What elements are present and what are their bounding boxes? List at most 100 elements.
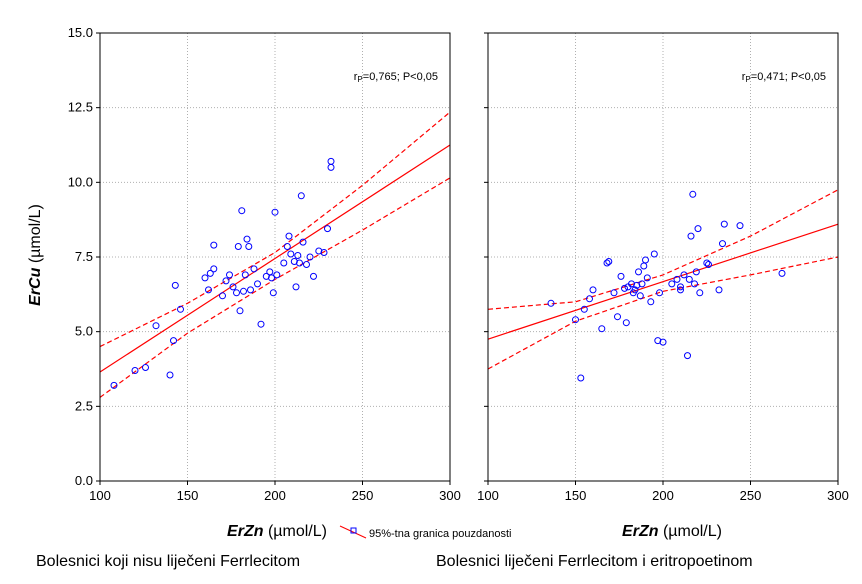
regression-line xyxy=(99,144,451,373)
annotation-rest: =0,471; P<0,05 xyxy=(751,71,826,83)
y-tick-label: 12.5 xyxy=(68,100,93,115)
data-point xyxy=(240,287,247,295)
panel-title-right: Bolesnici liječeni Ferrlecitom i eritrop… xyxy=(436,553,753,570)
data-point xyxy=(680,271,688,279)
data-point xyxy=(603,259,611,267)
panel-left: 100 150 200 250 300 0.0 2.5 5.0 7.5 10.0 12.5 15.0 r… xyxy=(68,25,461,503)
data-point xyxy=(691,280,698,288)
x-axis-label-left: ErZn (µmol/L) xyxy=(227,523,327,540)
data-point xyxy=(131,367,139,374)
data-point xyxy=(233,289,240,297)
ci-upper-line xyxy=(487,189,839,310)
data-point xyxy=(696,289,704,297)
data-point xyxy=(589,286,597,294)
data-point xyxy=(170,337,177,345)
y-tick-label: 10.0 xyxy=(68,174,93,189)
x-tick-label: 300 xyxy=(439,488,461,503)
data-point xyxy=(292,283,300,291)
data-point xyxy=(659,338,667,346)
annotation-r: r xyxy=(354,71,358,83)
data-point xyxy=(219,292,226,300)
data-point xyxy=(285,232,293,240)
data-point xyxy=(638,280,646,288)
correlation-annotation: rP=0,471; P<0,05 xyxy=(742,71,826,84)
data-point xyxy=(257,320,265,328)
y-tick-label: 7.5 xyxy=(75,249,93,264)
data-point xyxy=(210,265,218,273)
x-tick-label: 300 xyxy=(827,488,849,503)
data-point xyxy=(677,283,684,291)
legend-marker-sample xyxy=(350,527,357,534)
ci-lower-line xyxy=(487,256,839,370)
data-point xyxy=(677,286,684,294)
data-point xyxy=(171,281,179,289)
data-point xyxy=(643,274,651,282)
data-point xyxy=(177,305,184,313)
data-point xyxy=(296,259,303,267)
data-point xyxy=(294,252,302,259)
ci-upper-line xyxy=(99,111,451,348)
panel-right: 100 150 200 250 300 rP=0,471; P<0,05 xyxy=(477,32,849,503)
data-point xyxy=(166,371,174,379)
data-point xyxy=(668,280,676,288)
data-point xyxy=(647,298,655,306)
data-point xyxy=(236,307,244,315)
data-point xyxy=(306,253,314,261)
data-point xyxy=(324,225,331,233)
data-point xyxy=(610,289,618,297)
data-point xyxy=(703,259,711,267)
data-point xyxy=(642,256,649,264)
data-point xyxy=(617,272,625,280)
data-point xyxy=(250,265,258,273)
data-point xyxy=(205,286,212,294)
legend-label: 95%-tna granica pouzdanosti xyxy=(369,528,511,540)
data-point xyxy=(247,286,254,294)
y-tick-label: 5.0 xyxy=(75,324,93,339)
x-axis-label-right-unit: (µmol/L) xyxy=(659,523,722,540)
y-tick-label: 0.0 xyxy=(75,473,93,488)
data-point xyxy=(287,250,295,258)
data-point xyxy=(280,259,288,267)
data-point xyxy=(635,268,642,276)
annotation-r: r xyxy=(742,71,746,83)
y-axis-label: ErCu (µmol/L) xyxy=(27,204,44,306)
data-point xyxy=(152,322,160,330)
x-tick-label: 200 xyxy=(264,488,286,503)
y-tick-label: 15.0 xyxy=(68,25,93,40)
data-point xyxy=(692,268,700,276)
y-tick-label: 2.5 xyxy=(75,398,93,413)
data-point xyxy=(268,274,275,282)
data-point xyxy=(226,271,233,279)
panel-title-left: Bolesnici koji nisu liječeni Ferrlecitom xyxy=(36,553,300,570)
annotation-rest: =0,765; P<0,05 xyxy=(363,71,438,83)
data-point xyxy=(269,289,277,297)
data-point xyxy=(110,381,118,389)
x-tick-label: 150 xyxy=(565,488,587,503)
y-axis-label-unit: (µmol/L) xyxy=(27,204,44,267)
data-point xyxy=(598,325,606,333)
data-point xyxy=(234,243,242,250)
data-point xyxy=(572,316,579,324)
data-point xyxy=(631,286,639,294)
data-point xyxy=(605,258,613,265)
correlation-annotation: rP=0,765; P<0,05 xyxy=(354,71,438,84)
data-point xyxy=(303,261,310,268)
data-point xyxy=(238,207,246,215)
data-point xyxy=(243,235,251,243)
data-point xyxy=(622,319,630,327)
data-point xyxy=(636,292,644,300)
data-point xyxy=(254,280,261,288)
data-point xyxy=(271,208,279,216)
data-point xyxy=(320,249,328,256)
data-point xyxy=(327,157,335,165)
data-point xyxy=(201,274,209,282)
data-point xyxy=(142,364,149,371)
data-point xyxy=(297,192,305,200)
data-point xyxy=(614,313,621,321)
ci-lower-line xyxy=(99,177,451,398)
data-point xyxy=(736,222,744,230)
x-tick-label: 100 xyxy=(89,488,111,503)
data-point xyxy=(689,190,697,198)
data-point xyxy=(719,240,726,248)
